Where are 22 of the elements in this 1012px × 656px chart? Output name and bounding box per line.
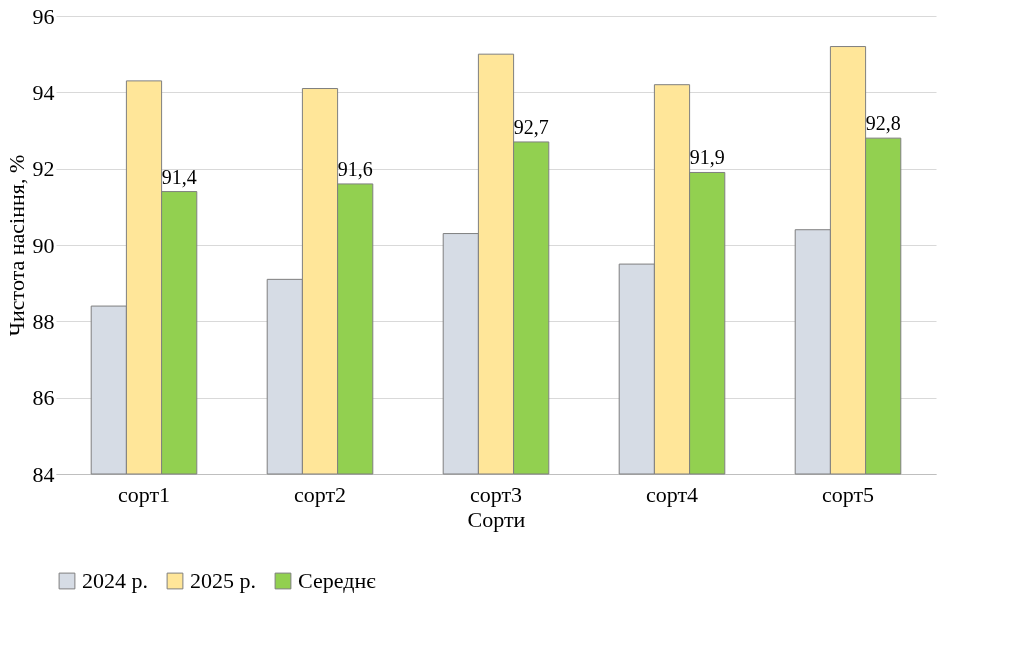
- legend-label: 2025 р.: [190, 568, 256, 593]
- y-tick-label: 90: [32, 232, 55, 258]
- y-tick-label: 96: [32, 3, 55, 29]
- data-label: 91,4: [161, 165, 197, 188]
- x-tick-label: сорт1: [117, 481, 171, 507]
- y-tick-label: 88: [32, 308, 55, 334]
- y-axis-title: Чистота насіння, %: [3, 154, 29, 337]
- y-tick-label: 92: [32, 156, 55, 182]
- x-tick-label: сорт5: [821, 481, 875, 507]
- data-label: 92,7: [513, 115, 549, 138]
- y-tick-label: 84: [32, 461, 55, 487]
- x-axis-title: Сорти: [467, 506, 526, 532]
- data-label: 91,6: [337, 157, 373, 180]
- y-tick-label: 86: [32, 385, 55, 411]
- data-label: 91,9: [689, 146, 725, 169]
- x-tick-label: сорт4: [645, 481, 699, 507]
- legend-label: Середнє: [298, 568, 377, 593]
- y-tick-label: 94: [32, 79, 55, 105]
- legend-label: 2024 р.: [82, 568, 148, 593]
- x-tick-label: сорт3: [469, 481, 523, 507]
- x-tick-label: сорт2: [293, 481, 347, 507]
- data-label: 92,8: [865, 112, 901, 135]
